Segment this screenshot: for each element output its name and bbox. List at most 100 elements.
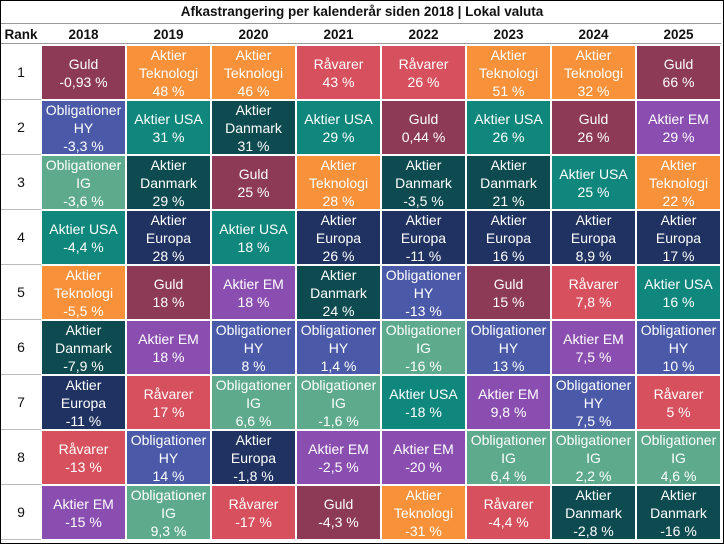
asset-name: Aktier Danmark — [310, 266, 367, 301]
asset-name: Aktier Europa — [485, 211, 532, 246]
asset-cell: Aktier Teknologi 51 % — [467, 46, 550, 99]
asset-name: Aktier Teknologi — [223, 46, 284, 81]
rank-label: 3 — [1, 155, 41, 210]
return-value: 16 % — [662, 293, 695, 310]
asset-cell: Aktier Danmark -16 % — [637, 486, 720, 539]
asset-cell: Obligationer IG -1,6 % — [297, 376, 380, 429]
asset-name: Aktier Teknologi — [393, 486, 454, 521]
column-header: 2020 — [211, 23, 296, 44]
asset-cell: Aktier EM -15 % — [42, 486, 125, 539]
asset-cell: Aktier USA 31 % — [127, 101, 210, 154]
asset-cell: Aktier Europa -11 % — [42, 376, 125, 429]
return-value: 29 % — [152, 192, 185, 209]
asset-name: Aktier USA — [49, 220, 118, 237]
asset-name: Obligationer IG — [45, 156, 122, 191]
asset-cell: Obligationer IG 6,4 % — [467, 431, 550, 484]
asset-cell: Aktier EM 7,5 % — [552, 321, 635, 374]
asset-name: Aktier Teknologi — [563, 46, 624, 81]
return-value: 51 % — [492, 82, 525, 99]
rank-label: 7 — [1, 375, 41, 430]
return-value: 28 % — [322, 192, 355, 209]
asset-name: Aktier Danmark — [140, 156, 197, 191]
asset-name: Råvarer — [398, 55, 449, 72]
asset-name: Aktier USA — [644, 275, 713, 292]
asset-cell: Råvarer -13 % — [42, 431, 125, 484]
asset-cell: Aktier USA -18 % — [382, 376, 465, 429]
asset-name: Guld — [323, 495, 354, 512]
asset-name: Aktier EM — [393, 440, 454, 457]
asset-name: Obligationer HY — [470, 321, 547, 356]
asset-name: Aktier Danmark — [650, 486, 707, 521]
return-value: 8 % — [241, 357, 266, 374]
column-header: 2019 — [126, 23, 211, 44]
asset-cell: Råvarer -4,4 % — [467, 486, 550, 539]
asset-name: Obligationer IG — [215, 376, 292, 411]
asset-cell: Obligationer HY 8 % — [212, 321, 295, 374]
return-value: 21 % — [492, 192, 525, 209]
asset-cell: Aktier Europa 17 % — [637, 211, 720, 264]
asset-cell: Råvarer 26 % — [382, 46, 465, 99]
asset-cell: Aktier USA 29 % — [297, 101, 380, 154]
asset-cell: Aktier Danmark -3,5 % — [382, 156, 465, 209]
asset-name: Obligationer HY — [640, 321, 717, 356]
asset-cell: Aktier Danmark -7,9 % — [42, 321, 125, 374]
asset-cell: Aktier EM 18 % — [212, 266, 295, 319]
asset-name: Obligationer HY — [130, 431, 207, 466]
asset-cell: Guld 26 % — [552, 101, 635, 154]
asset-name: Aktier Danmark — [395, 156, 452, 191]
asset-name: Aktier USA — [474, 110, 543, 127]
return-value: -16 % — [660, 522, 697, 539]
asset-cell: Aktier Danmark 29 % — [127, 156, 210, 209]
asset-cell: Guld -4,3 % — [297, 486, 380, 539]
column-header: 2022 — [381, 23, 466, 44]
asset-name: Guld — [153, 275, 184, 292]
asset-name: Aktier EM — [53, 495, 114, 512]
column-header: 2024 — [551, 23, 636, 44]
asset-cell: Obligationer IG -16 % — [382, 321, 465, 374]
return-value: 6,4 % — [490, 467, 527, 484]
asset-cell: Aktier USA 25 % — [552, 156, 635, 209]
asset-name: Guld — [663, 55, 694, 72]
asset-name: Aktier EM — [308, 440, 369, 457]
asset-cell: Obligationer HY 14 % — [127, 431, 210, 484]
asset-cell: Aktier USA -4,4 % — [42, 211, 125, 264]
asset-name: Obligationer HY — [215, 321, 292, 356]
asset-name: Aktier Europa — [230, 431, 277, 466]
asset-cell: Aktier EM 18 % — [127, 321, 210, 374]
asset-cell: Aktier EM 29 % — [637, 101, 720, 154]
return-value: 1,4 % — [320, 357, 357, 374]
asset-cell: Aktier Teknologi 48 % — [127, 46, 210, 99]
asset-name: Obligationer IG — [555, 431, 632, 466]
return-value: 31 % — [152, 128, 185, 145]
return-value: -16 % — [405, 357, 442, 374]
asset-name: Obligationer HY — [385, 266, 462, 301]
return-value: 14 % — [152, 467, 185, 484]
return-value: -3,5 % — [403, 192, 444, 209]
asset-cell: Aktier Europa -1,8 % — [212, 431, 295, 484]
asset-cell: Guld -0,93 % — [42, 46, 125, 99]
asset-name: Råvarer — [228, 495, 279, 512]
return-value: -13 % — [405, 302, 442, 319]
asset-cell: Aktier EM -20 % — [382, 431, 465, 484]
asset-name: Obligationer IG — [300, 376, 377, 411]
return-value: 25 % — [237, 183, 270, 200]
rank-label: 6 — [1, 320, 41, 375]
asset-name: Råvarer — [568, 275, 619, 292]
asset-cell: Aktier Europa 28 % — [127, 211, 210, 264]
asset-cell: Råvarer 5 % — [637, 376, 720, 429]
asset-cell: Råvarer 7,8 % — [552, 266, 635, 319]
rank-label: 1 — [1, 45, 41, 100]
return-value: 17 % — [662, 247, 695, 264]
asset-name: Råvarer — [313, 55, 364, 72]
asset-name: Aktier EM — [478, 385, 539, 402]
return-value: 10 % — [662, 357, 695, 374]
return-value: 26 % — [577, 128, 610, 145]
column-header: 2018 — [41, 23, 126, 44]
asset-name: Guld — [68, 55, 99, 72]
return-value: 13 % — [492, 357, 525, 374]
asset-name: Aktier Teknologi — [308, 156, 369, 191]
return-value: -2,5 % — [318, 458, 359, 475]
asset-cell: Obligationer HY 1,4 % — [297, 321, 380, 374]
return-value: 46 % — [237, 82, 270, 99]
asset-name: Aktier Europa — [315, 211, 362, 246]
